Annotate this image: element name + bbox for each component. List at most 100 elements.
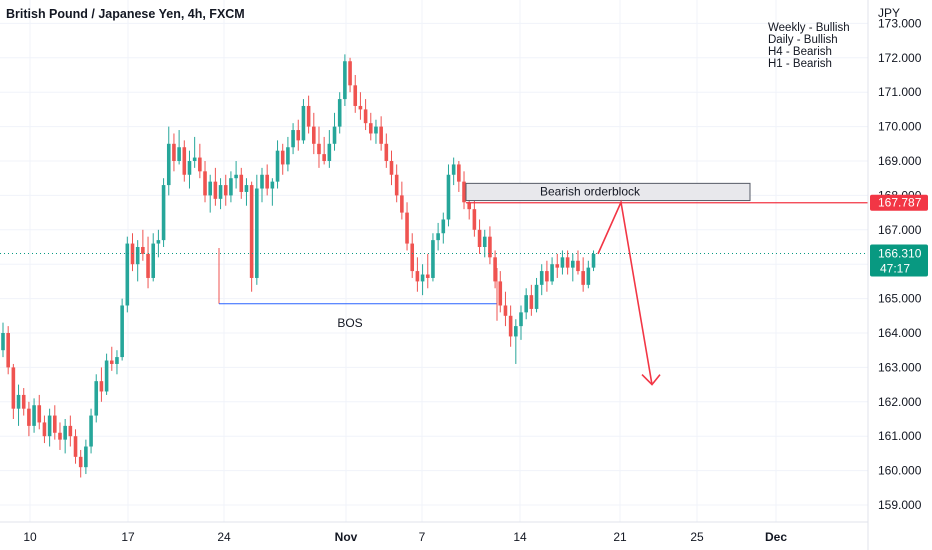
candle-body (260, 174, 264, 189)
candle-body (384, 143, 389, 161)
candle-body (166, 143, 171, 186)
orderblock-zone (465, 182, 751, 202)
candle-body (275, 150, 280, 182)
candle-body (73, 436, 78, 457)
time-tick-label: 10 (23, 530, 37, 544)
time-tick-label: 25 (690, 530, 704, 544)
candle-body (125, 243, 130, 306)
currency-label: JPY (878, 6, 900, 20)
candle-body (332, 126, 337, 144)
price-tick-label: 171.000 (878, 85, 922, 99)
candle-body (488, 236, 492, 258)
candle-body (368, 123, 373, 134)
candle-body (223, 185, 228, 196)
candle-body (301, 105, 306, 141)
candle-body (120, 305, 124, 358)
candle-body (182, 147, 187, 175)
candle-body (519, 312, 523, 327)
candle-body (161, 185, 166, 241)
candle-body (508, 315, 513, 337)
candle-body (394, 174, 399, 196)
candle-body (379, 126, 383, 144)
candle-body (389, 161, 394, 175)
price-tick-label: 173.000 (878, 16, 922, 30)
bias-note-h1: H1 - Bearish (768, 58, 832, 70)
time-tick-label: 7 (419, 530, 426, 544)
candle-body (63, 425, 67, 440)
candle-body (343, 61, 347, 100)
candles (1, 54, 596, 478)
candle-body (529, 295, 534, 309)
candle-body (84, 446, 88, 468)
candle-body (151, 243, 156, 278)
candle-body (431, 240, 435, 278)
candle-body (576, 260, 580, 272)
gridlines (0, 0, 868, 522)
candle-body (477, 229, 482, 247)
price-tick-label: 160.000 (878, 464, 922, 478)
candle-body (348, 61, 352, 86)
candle-body (374, 126, 378, 134)
candle-body (358, 105, 363, 110)
candle-body (156, 240, 161, 244)
candle-body (410, 243, 415, 272)
candle-body (94, 381, 99, 416)
candle-body (312, 126, 316, 144)
candle-body (498, 281, 503, 306)
candle-body (327, 143, 332, 161)
level-price-badge (870, 194, 928, 211)
candle-body (115, 357, 119, 364)
candle-body (32, 405, 36, 426)
candle-body (503, 305, 508, 316)
price-tick-label: 161.000 (878, 429, 922, 443)
candle-body (524, 295, 528, 313)
time-tick-label: 24 (217, 530, 231, 544)
time-tick-label: Dec (765, 530, 787, 544)
candle-body (99, 381, 104, 392)
candle-body (89, 415, 93, 447)
price-tick-label: 169.000 (878, 154, 922, 168)
time-tick-label: 17 (121, 530, 135, 544)
candle-body (446, 174, 451, 220)
projection-arrowhead (641, 374, 661, 386)
candle-body (545, 271, 549, 282)
bias-note-weekly: Weekly - Bullish (768, 22, 850, 34)
candle-body (208, 181, 212, 196)
candle-body (441, 219, 446, 234)
candle-body (405, 212, 409, 244)
candle-body (172, 143, 176, 161)
bias-note-h4: H4 - Bearish (768, 46, 832, 58)
candle-body (187, 161, 192, 175)
candle-body (203, 171, 207, 196)
candle-body (425, 274, 430, 278)
candle-body (239, 174, 244, 192)
candle-body (192, 157, 197, 161)
bos-annotation (218, 248, 498, 321)
candle-body (47, 415, 52, 437)
time-tick-label: 21 (613, 530, 627, 544)
candle-body (467, 202, 471, 210)
candle-body (363, 109, 368, 124)
time-axis: 10 17 24 Nov 7 14 21 25 Dec (23, 530, 787, 544)
level-price-text: 167.787 (878, 196, 922, 210)
candle-body (565, 257, 570, 268)
candle-body (317, 143, 321, 155)
candle-body (581, 271, 585, 285)
candle-body (78, 456, 83, 468)
candle-body (514, 326, 518, 337)
price-tick-label: 159.000 (878, 498, 922, 512)
candle-body (53, 415, 57, 433)
candle-body (400, 195, 404, 213)
candle-body (37, 405, 42, 423)
candle-body (306, 105, 311, 127)
candle-body (135, 247, 140, 265)
chart-title: British Pound / Japanese Yen, 4h, FXCM (6, 7, 245, 21)
candle-body (6, 333, 10, 368)
candle-body (218, 185, 223, 199)
time-tick-label: Nov (335, 530, 358, 544)
price-tick-label: 170.000 (878, 120, 922, 134)
current-price-badge (870, 244, 928, 277)
price-tick-label: 165.000 (878, 292, 922, 306)
candle-body (560, 257, 565, 268)
